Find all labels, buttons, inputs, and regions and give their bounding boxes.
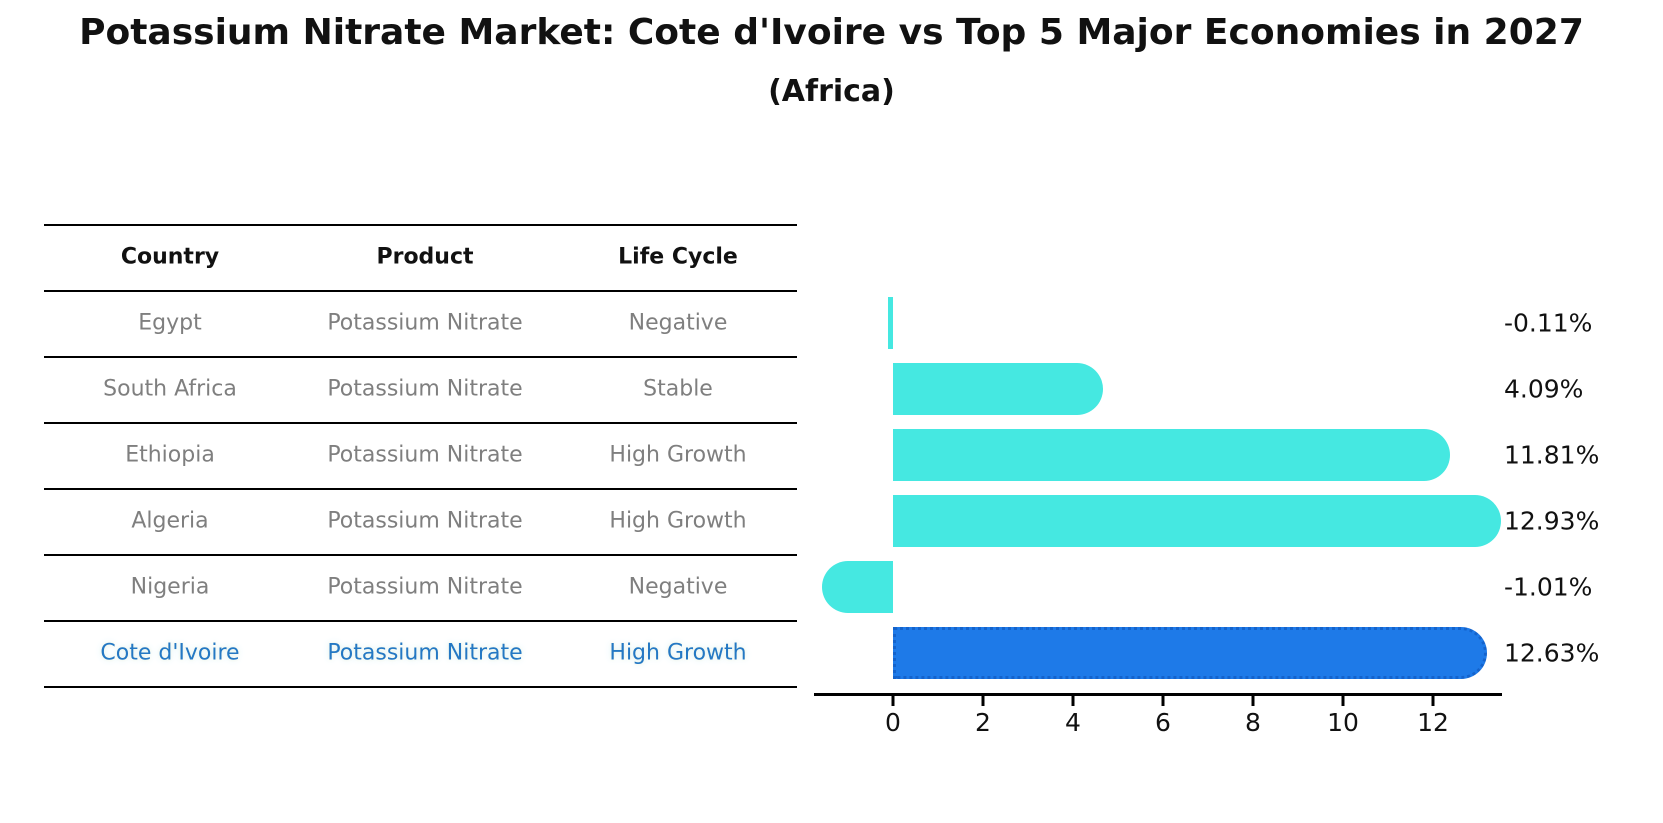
- table-row-divider: [44, 686, 797, 688]
- table-cell-product-ethiopia: Potassium Nitrate: [327, 442, 523, 468]
- bar-cote-d-ivoire: [893, 627, 1488, 679]
- table-cell-country-south-africa: South Africa: [103, 376, 237, 402]
- table-cell-life-cycle-nigeria: Negative: [628, 574, 728, 600]
- table-cell-life-cycle-ethiopia: High Growth: [609, 442, 747, 468]
- table-cell-product-egypt: Potassium Nitrate: [327, 310, 523, 336]
- table-row-divider: [44, 488, 797, 490]
- x-axis-tick: [891, 696, 895, 706]
- bar-south-africa: [893, 363, 1104, 415]
- x-axis-tick-label: 8: [1245, 708, 1261, 737]
- table-cell-country-ethiopia: Ethiopia: [125, 442, 215, 468]
- value-label-algeria: 12.93%: [1504, 506, 1600, 536]
- x-axis-tick-label: 0: [885, 708, 901, 737]
- table-cell-product-cote-d-ivoire: Potassium Nitrate: [327, 640, 523, 666]
- table-cell-product-south-africa: Potassium Nitrate: [327, 376, 523, 402]
- table-row-divider: [44, 422, 797, 424]
- table-cell-product-algeria: Potassium Nitrate: [327, 508, 523, 534]
- value-label-egypt: -0.11%: [1504, 308, 1593, 338]
- table-cell-country-cote-d-ivoire: Cote d'Ivoire: [100, 640, 240, 666]
- x-axis-tick: [1341, 696, 1345, 706]
- bar-nigeria: [821, 561, 893, 613]
- value-label-cote-d-ivoire: 12.63%: [1504, 638, 1600, 668]
- x-axis-tick: [1161, 696, 1165, 706]
- table-cell-product-nigeria: Potassium Nitrate: [327, 574, 523, 600]
- bar-algeria: [893, 495, 1501, 547]
- x-axis-tick-label: 4: [1065, 708, 1081, 737]
- value-label-south-africa: 4.09%: [1504, 374, 1584, 404]
- table-row-divider: [44, 290, 797, 292]
- bar-ethiopia: [893, 429, 1451, 481]
- table-cell-country-nigeria: Nigeria: [130, 574, 210, 600]
- table-header-life-cycle: Life Cycle: [618, 244, 738, 270]
- x-axis-spine: [814, 693, 1502, 696]
- x-axis-tick-label: 12: [1417, 708, 1449, 737]
- table-cell-life-cycle-south-africa: Stable: [643, 376, 713, 402]
- table-cell-country-egypt: Egypt: [138, 310, 202, 336]
- bar-egypt: [888, 297, 893, 349]
- x-axis-tick: [1251, 696, 1255, 706]
- table-row-divider: [44, 554, 797, 556]
- value-label-nigeria: -1.01%: [1504, 572, 1593, 602]
- x-axis-tick: [981, 696, 985, 706]
- table-cell-life-cycle-egypt: Negative: [628, 310, 728, 336]
- table-cell-country-algeria: Algeria: [131, 508, 209, 534]
- value-label-ethiopia: 11.81%: [1504, 440, 1600, 470]
- x-axis-tick: [1431, 696, 1435, 706]
- table-header-product: Product: [376, 244, 474, 270]
- table-row-divider: [44, 620, 797, 622]
- table-row-divider: [44, 224, 797, 226]
- chart-title: Potassium Nitrate Market: Cote d'Ivoire …: [79, 12, 1584, 53]
- x-axis-tick: [1071, 696, 1075, 706]
- chart-subtitle: (Africa): [768, 74, 895, 109]
- x-axis-tick-label: 10: [1327, 708, 1359, 737]
- table-row-divider: [44, 356, 797, 358]
- table-cell-life-cycle-algeria: High Growth: [609, 508, 747, 534]
- x-axis-tick-label: 2: [975, 708, 991, 737]
- table-header-country: Country: [120, 244, 220, 270]
- table-cell-life-cycle-cote-d-ivoire: High Growth: [609, 640, 747, 666]
- x-axis-tick-label: 6: [1155, 708, 1171, 737]
